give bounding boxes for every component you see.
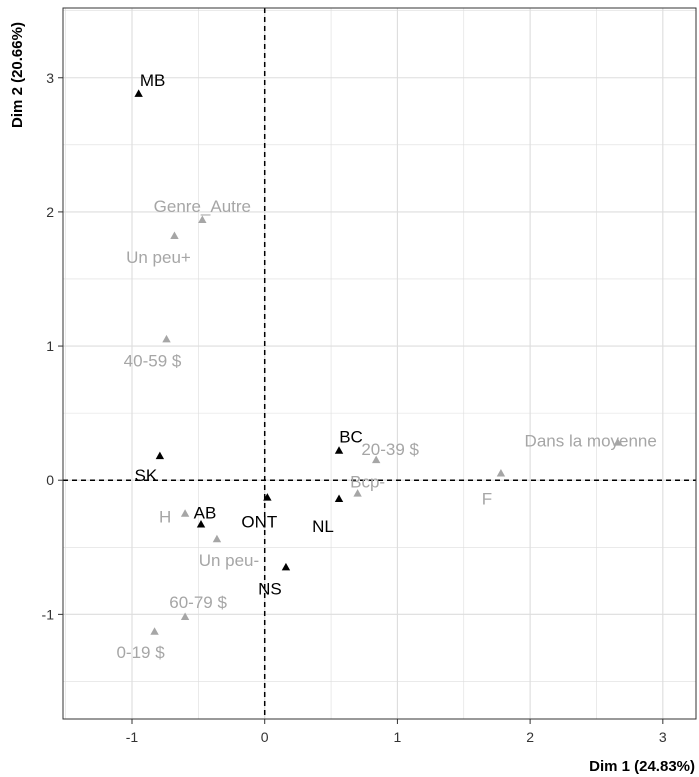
point-marker-f (496, 469, 506, 477)
point-label-nl: NL (312, 517, 334, 536)
point-marker-0-19 (150, 627, 159, 635)
point-marker-ont (263, 493, 272, 501)
y-tick-label: 3 (46, 70, 54, 86)
point-label-0-19: 0-19 $ (116, 643, 165, 662)
point-marker-un-peu (170, 231, 179, 240)
point-marker-ns (281, 562, 291, 571)
point-label-mb: MB (140, 71, 166, 90)
point-marker-mb (134, 89, 143, 97)
point-marker-dans-la-moyenne (613, 438, 622, 446)
point-label-sk: SK (135, 466, 158, 485)
point-label-bcp: Bcp- (350, 473, 385, 492)
x-tick-label: 1 (394, 729, 402, 745)
y-tick-label: -1 (42, 606, 55, 622)
point-label-un-peu: Un peu+ (126, 248, 191, 267)
point-label-20-39: 20-39 $ (361, 440, 419, 459)
point-marker-40-59 (162, 334, 171, 343)
point-label-bc: BC (339, 428, 363, 447)
point-marker-sk (155, 451, 165, 460)
point-label-un-peu: Un peu- (199, 551, 259, 570)
point-label-60-79: 60-79 $ (169, 593, 227, 612)
point-marker-genre-autre (198, 215, 207, 223)
point-label-h: H (159, 508, 171, 527)
y-tick-label: 1 (46, 338, 54, 354)
panel-border (62, 7, 697, 720)
y-tick-label: 2 (46, 204, 54, 220)
point-label-f: F (482, 490, 492, 509)
point-label-ab: AB (194, 503, 217, 522)
x-axis-title: Dim 1 (24.83%) (589, 758, 695, 775)
point-label-40-59: 40-59 $ (124, 351, 182, 370)
point-marker-h (180, 509, 190, 517)
point-marker-bcp (353, 489, 362, 497)
point-marker-ab (196, 519, 206, 528)
point-marker-nl (334, 494, 344, 502)
data-points: MB BC SK ONT NL AB NS Genre_Autre Un peu+ 40-59 $… (116, 71, 656, 662)
point-marker-20-39 (371, 455, 381, 464)
point-marker-60-79 (180, 612, 190, 621)
y-axis-title: Dim 2 (20.66%) (9, 22, 26, 128)
point-label-ns: NS (258, 579, 282, 598)
point-marker-bc (334, 446, 344, 454)
x-tick-label: 3 (659, 729, 667, 745)
reference-lines (63, 8, 696, 719)
point-label-genre-autre: Genre_Autre (154, 197, 251, 216)
axis-ticks: -1 0 1 2 3 -1 0 1 2 3 (42, 70, 667, 745)
x-tick-label: -1 (126, 729, 139, 745)
x-tick-label: 2 (526, 729, 534, 745)
point-marker-un-peu (212, 534, 222, 543)
y-tick-label: 0 (46, 472, 54, 488)
x-tick-label: 0 (261, 729, 269, 745)
point-label-ont: ONT (241, 513, 277, 532)
point-label-dans-la-moyenne: Dans la moyenne (525, 432, 657, 451)
